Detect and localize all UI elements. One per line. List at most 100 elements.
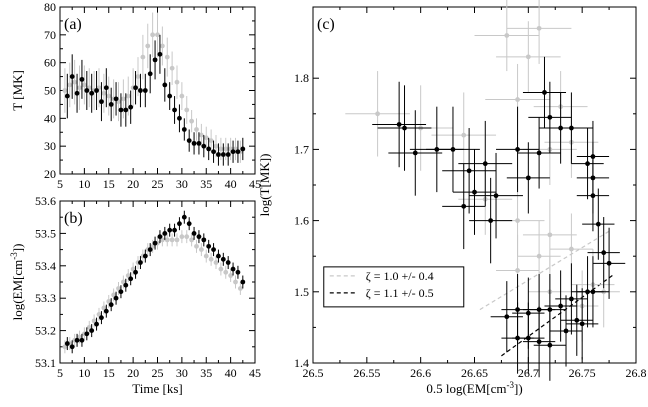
y-tick-label-a: 30 [44, 139, 56, 153]
data-point [525, 54, 531, 60]
data-point [525, 175, 531, 181]
data-point [186, 221, 192, 227]
data-point [461, 203, 467, 209]
data-point [213, 143, 219, 149]
data-point [223, 146, 229, 152]
data-point [152, 57, 158, 63]
x-axis-label-b-main: Time [ks] [132, 381, 182, 396]
x-axis-label-c: 0.5 log(EM[cm-3]) [426, 380, 522, 396]
data-point [542, 90, 547, 95]
x-axis-label-b: Time [ks] [132, 381, 182, 396]
data-point [94, 321, 99, 327]
series-black-b [64, 210, 246, 354]
data-point [155, 32, 160, 38]
y-axis-label-b: log(EM[cm-3]) [9, 244, 25, 321]
x-tick-label-a: 15 [103, 177, 115, 191]
x-tick-label-b: 30 [176, 366, 188, 380]
data-point [198, 247, 204, 253]
data-point [220, 256, 226, 262]
data-point [595, 221, 601, 227]
panel-label-b: (b) [64, 210, 83, 227]
data-point [547, 232, 553, 238]
data-point [189, 237, 195, 243]
data-point [203, 135, 209, 141]
data-point [228, 273, 234, 278]
data-point [128, 104, 134, 110]
data-point [164, 237, 170, 243]
data-point [547, 342, 553, 348]
y-tick-label-c: 1.5 [294, 285, 309, 299]
data-point [482, 161, 488, 167]
data-point [206, 146, 212, 152]
x-axis-label-c-main: 0.5 log(EM[cm [426, 381, 506, 396]
data-point [89, 90, 95, 96]
data-point [159, 43, 165, 49]
data-point [169, 65, 175, 71]
data-point [235, 149, 241, 155]
y-tick-label-c: 1.6 [294, 214, 309, 228]
data-point [99, 99, 104, 105]
data-point [191, 231, 197, 236]
data-point [64, 93, 70, 99]
data-point [525, 335, 531, 341]
x-tick-label-b: 40 [225, 366, 237, 380]
y-tick-label-c: 1.8 [294, 71, 309, 85]
data-point [235, 269, 241, 275]
data-point [74, 337, 80, 343]
y-tick-label-a: 20 [44, 167, 56, 181]
data-point [213, 260, 219, 265]
data-point [191, 140, 197, 146]
x-tick-label-a: 5 [57, 177, 63, 191]
data-point [133, 85, 138, 91]
legend-box [323, 266, 465, 308]
data-point [412, 150, 418, 156]
data-point [179, 234, 185, 240]
x-tick-label-b: 10 [78, 366, 90, 380]
panel-label-a: (a) [64, 16, 82, 33]
data-point [108, 302, 114, 308]
y-axis-label-b-main: log(EM[cm [10, 260, 25, 321]
data-point [196, 234, 202, 240]
data-point [81, 82, 87, 88]
data-point [77, 85, 82, 91]
x-tick-label-b: 35 [200, 366, 212, 380]
series-black-a [64, 34, 246, 166]
data-point [233, 279, 238, 285]
data-point [174, 237, 180, 243]
data-point [177, 221, 182, 227]
data-point [211, 247, 216, 253]
x-tick-label-b: 45 [249, 366, 261, 380]
x-tick-label-c: 26.55 [353, 366, 380, 380]
data-point [194, 243, 199, 249]
data-point [606, 260, 612, 266]
data-point [515, 268, 520, 273]
data-point [181, 127, 187, 132]
data-point [240, 146, 246, 152]
data-point [177, 115, 182, 121]
data-point [225, 152, 231, 157]
x-tick-label-a: 30 [176, 177, 188, 191]
x-tick-label-a: 35 [200, 177, 212, 191]
y-tick-label-a: 60 [44, 56, 56, 70]
data-point [103, 85, 109, 91]
x-tick-label-a: 10 [78, 177, 90, 191]
y-tick-label-a: 80 [44, 0, 56, 14]
data-point [590, 193, 596, 199]
data-point [184, 107, 190, 113]
data-point [601, 250, 607, 256]
data-point [142, 253, 148, 259]
data-point [101, 90, 107, 96]
y-tick-label-a: 50 [44, 84, 56, 98]
data-point [152, 240, 158, 246]
x-tick-label-a: 45 [249, 177, 261, 191]
data-point [402, 125, 407, 131]
panel-a: 5 10 15 20 25 30 35 40 45 20 30 40 50 60 70 80 (a) T [MK] [10, 0, 261, 191]
y-axis-label-c-main: log(T[MK]) [257, 154, 272, 217]
data-point [585, 289, 590, 295]
data-point [125, 93, 131, 99]
data-point [218, 266, 224, 272]
data-point [162, 82, 168, 88]
data-point [225, 260, 231, 265]
y-axis-label-a-main: T [MK] [10, 70, 25, 111]
data-point [84, 88, 90, 93]
